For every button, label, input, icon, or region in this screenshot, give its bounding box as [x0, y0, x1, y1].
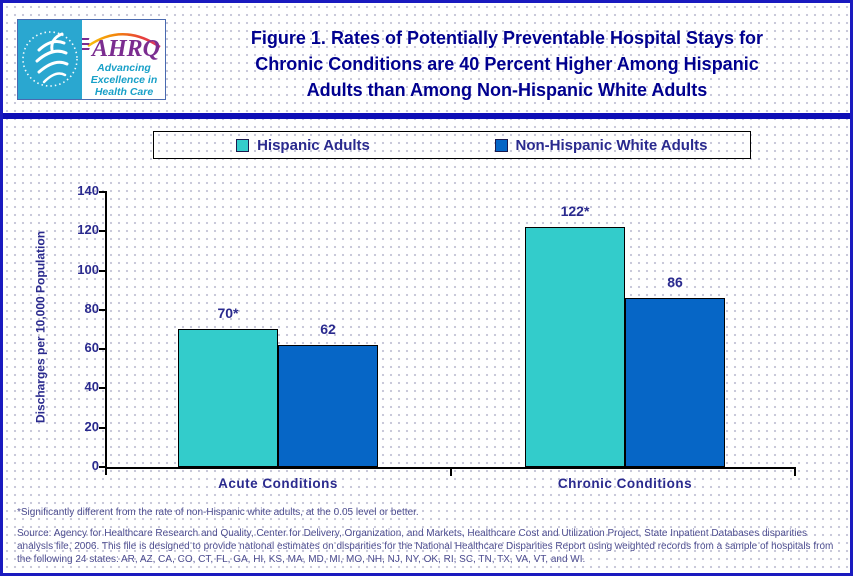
bar-value-label: 86 [667, 274, 683, 290]
y-axis-title: Discharges per 10,000 Population [33, 230, 48, 424]
figure-title-line2: Chronic Conditions are 40 Percent Higher… [255, 54, 759, 74]
y-tick-label: 60 [84, 340, 99, 356]
legend-entry-hispanic: Hispanic Adults [154, 137, 452, 154]
bar-value-label: 62 [320, 321, 336, 337]
header-divider [3, 113, 850, 119]
y-tick-label: 40 [84, 379, 99, 395]
x-category-label: Chronic Conditions [557, 476, 693, 491]
source-footnote: Source: Agency for Healthcare Research a… [17, 528, 834, 565]
x-category-label: Acute Conditions [218, 476, 338, 491]
figure-title-line1: Figure 1. Rates of Potentially Preventab… [250, 28, 764, 48]
y-tick-mark [99, 308, 106, 311]
legend-entry-nonhispanic-white: Non-Hispanic White Adults [452, 137, 750, 154]
y-tick-label: 80 [84, 300, 99, 316]
y-tick-mark [99, 426, 106, 429]
hhs-eagle-icon [18, 20, 82, 99]
bar-value-label: 122* [560, 203, 590, 219]
legend-label-nonhispanic-white: Non-Hispanic White Adults [515, 136, 708, 154]
chart-legend: Hispanic Adults Non-Hispanic White Adult… [153, 131, 751, 159]
legend-swatch-hispanic [236, 138, 250, 152]
bar-value-label: 70* [217, 305, 239, 321]
legend-label-hispanic: Hispanic Adults [257, 136, 370, 154]
ahrq-logo: AHRQ Advancing Excellence in Health Care [78, 20, 165, 99]
y-tick-label: 120 [77, 222, 99, 238]
bar-hispanic-adults-acute-conditions [178, 329, 278, 467]
x-tick-mark [450, 467, 452, 476]
y-tick-label: 20 [84, 418, 99, 434]
y-tick-mark [99, 269, 106, 272]
significance-footnote: *Significantly different from the rate o… [17, 507, 419, 518]
ahrq-tagline-line2: Excellence in [91, 74, 158, 86]
ahrq-hhs-logo: AHRQ Advancing Excellence in Health Care [17, 19, 166, 100]
y-tick-mark [99, 387, 106, 390]
y-tick-label: 140 [77, 183, 99, 198]
y-axis-line [105, 191, 107, 475]
legend-swatch-nonhispanic-white [494, 138, 508, 152]
ahrq-acronym: AHRQ [90, 36, 160, 62]
bar-non-hispanic-white-adults-chronic-conditions [625, 298, 725, 467]
bar-non-hispanic-white-adults-acute-conditions [278, 345, 378, 467]
y-tick-mark [99, 191, 106, 193]
bar-hispanic-adults-chronic-conditions [525, 227, 625, 467]
figure-title-line3: Adults than Among Non-Hispanic White Adu… [306, 80, 708, 100]
y-tick-mark [99, 466, 106, 468]
y-tick-mark [99, 230, 106, 233]
y-tick-label: 100 [77, 261, 99, 277]
ahrq-tagline-line1: Advancing [96, 62, 151, 74]
y-tick-mark [99, 348, 106, 351]
y-tick-label: 0 [91, 458, 99, 473]
ahrq-tagline-line3: Health Care [95, 86, 154, 98]
rainbow-arc-icon [87, 33, 161, 49]
x-tick-mark [794, 467, 796, 476]
figure-title: Figure 1. Rates of Potentially Preventab… [175, 25, 839, 103]
